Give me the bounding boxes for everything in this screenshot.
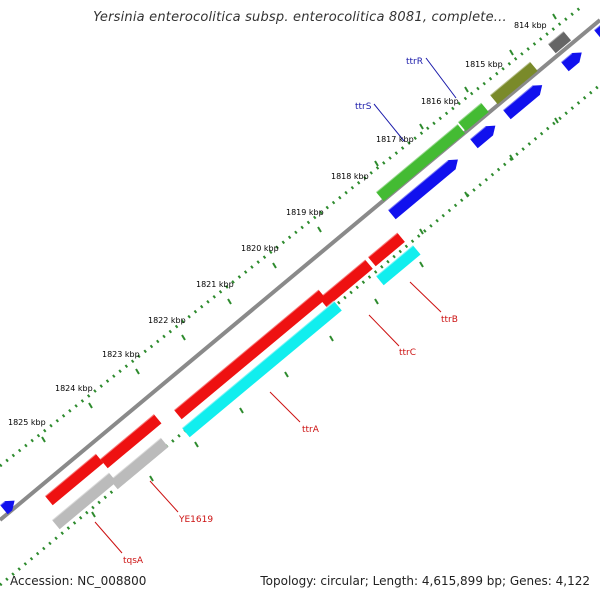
inner-kbp-tick-7 <box>284 371 289 378</box>
gene-label-ttrA[interactable]: ttrA <box>302 425 320 435</box>
feature-gray-a <box>110 437 169 490</box>
ruler-label-1819: 1819 kbp <box>286 208 324 217</box>
ruler-label-1825: 1825 kbp <box>8 418 46 427</box>
feature-ttrC <box>319 259 373 308</box>
outer-kbp-tick-0 <box>552 13 557 20</box>
leader-YE1619 <box>149 480 179 513</box>
map-title: Yersinia enterocolitica subsp. enterocol… <box>93 10 507 25</box>
feature-tqsA-highlight <box>44 452 97 497</box>
feature-ttrS <box>376 124 466 202</box>
inner-kbp-tick-1 <box>509 154 514 161</box>
ruler-label-1818: 1818 kbp <box>331 172 369 181</box>
gene-label-tqsA[interactable]: tqsA <box>123 556 144 566</box>
feature-small-green-highlight <box>457 102 482 123</box>
feature-blue-edge <box>594 24 600 38</box>
inner-kbp-tick-4 <box>419 261 424 268</box>
feature-YE1619-highlight <box>99 413 155 460</box>
feature-ttrR <box>490 61 538 105</box>
feature-ttrC-highlight <box>318 258 366 299</box>
inner-kbp-tick-0 <box>554 117 559 124</box>
ruler-label-1815: 1815 kbp <box>465 60 503 69</box>
feature-darkgray <box>548 31 572 54</box>
feature-gray-a-highlight <box>109 436 162 481</box>
outer-kbp-tick-3 <box>419 123 424 130</box>
outer-kbp-tick-7 <box>227 298 232 305</box>
feature-ttrB <box>368 232 405 267</box>
inner-kbp-tick-8 <box>239 407 244 414</box>
gene-label-YE1619[interactable]: YE1619 <box>178 515 213 525</box>
outer-kbp-tick-4 <box>374 160 379 167</box>
ruler-label-1817: 1817 kbp <box>376 135 414 144</box>
ruler-label-1820: 1820 kbp <box>241 244 279 253</box>
ruler-label-1816: 1816 kbp <box>421 97 459 106</box>
feature-blue-d <box>388 159 458 220</box>
gene-label-ttrB[interactable]: ttrB <box>441 315 458 325</box>
gene-label-ttrR[interactable]: ttrR <box>406 57 423 67</box>
outer-kbp-tick-10 <box>88 402 93 409</box>
ruler-label-1823: 1823 kbp <box>102 350 140 359</box>
inner-kbp-tick-9 <box>194 441 199 448</box>
leader-ttrR <box>425 57 457 99</box>
inner-kbp-tick-11 <box>91 511 96 518</box>
ruler-label-1824: 1824 kbp <box>55 384 93 393</box>
feature-tqsA <box>45 453 104 506</box>
feature-ttrA <box>174 289 327 420</box>
feature-blue-c <box>470 125 496 149</box>
leader-tqsA <box>94 521 123 554</box>
inner-kbp-tick-2 <box>464 191 469 198</box>
feature-ttrS-highlight <box>375 123 459 193</box>
feature-cyan-b-highlight <box>375 244 414 277</box>
label-leader-lines <box>94 57 457 554</box>
feature-ttrA-highlight <box>173 288 320 411</box>
feature-ttrB-highlight <box>367 231 398 258</box>
feature-blue-left <box>0 500 15 515</box>
accession-text: Accession: NC_008800 <box>10 574 147 588</box>
feature-blue-left-highlight <box>0 500 6 506</box>
gene-features <box>0 24 600 530</box>
inner-kbp-tick-3 <box>419 228 424 235</box>
feature-blue-edge-highlight <box>593 24 600 31</box>
gene-label-ttrS[interactable]: ttrS <box>355 102 372 112</box>
feature-ttrR-highlight <box>489 60 531 96</box>
leader-ttrC <box>368 314 400 347</box>
outer-kbp-tick-6 <box>272 262 277 269</box>
feature-darkgray-highlight <box>547 30 565 45</box>
feature-blue-b <box>503 85 543 120</box>
inner-kbp-tick-6 <box>329 335 334 342</box>
feature-gray-b <box>52 472 117 530</box>
leader-ttrB <box>409 281 442 313</box>
outer-kbp-tick-8 <box>181 334 186 341</box>
leader-ttrS <box>373 103 405 142</box>
ruler-tick-dots <box>0 6 600 587</box>
feature-cyan-b <box>376 245 421 286</box>
kbp-tick-marks <box>41 13 559 518</box>
gene-label-ttrC[interactable]: ttrC <box>399 348 416 358</box>
outer-kbp-tick-9 <box>135 368 140 375</box>
outer-kbp-tick-11 <box>41 436 46 443</box>
outer-kbp-tick-2 <box>464 86 469 93</box>
feature-gray-b-highlight <box>51 471 110 521</box>
genome-backbone <box>0 18 600 522</box>
inner-kbp-tick-5 <box>374 298 379 305</box>
feature-YE1619 <box>100 414 162 469</box>
leader-ttrA <box>269 391 301 423</box>
outer-kbp-tick-5 <box>317 226 322 233</box>
feature-blue-a-highlight <box>560 52 573 63</box>
outer-kbp-tick-1 <box>509 49 514 56</box>
feature-cyan-a <box>182 301 342 438</box>
ruler-label-1822: 1822 kbp <box>148 316 186 325</box>
outer-ruler-dots <box>0 6 581 468</box>
feature-blue-b-highlight <box>502 84 533 111</box>
feature-small-green <box>458 102 489 132</box>
feature-blue-a <box>561 52 582 72</box>
genome-summary-text: Topology: circular; Length: 4,615,899 bp… <box>260 574 590 588</box>
inner-kbp-tick-10 <box>149 475 154 482</box>
ruler-label-1821: 1821 kbp <box>196 280 234 289</box>
feature-cyan-a-highlight <box>181 300 335 429</box>
feature-blue-d-highlight <box>387 159 449 211</box>
ruler-label-814: 814 kbp <box>514 21 547 30</box>
feature-blue-c-highlight <box>469 125 487 140</box>
